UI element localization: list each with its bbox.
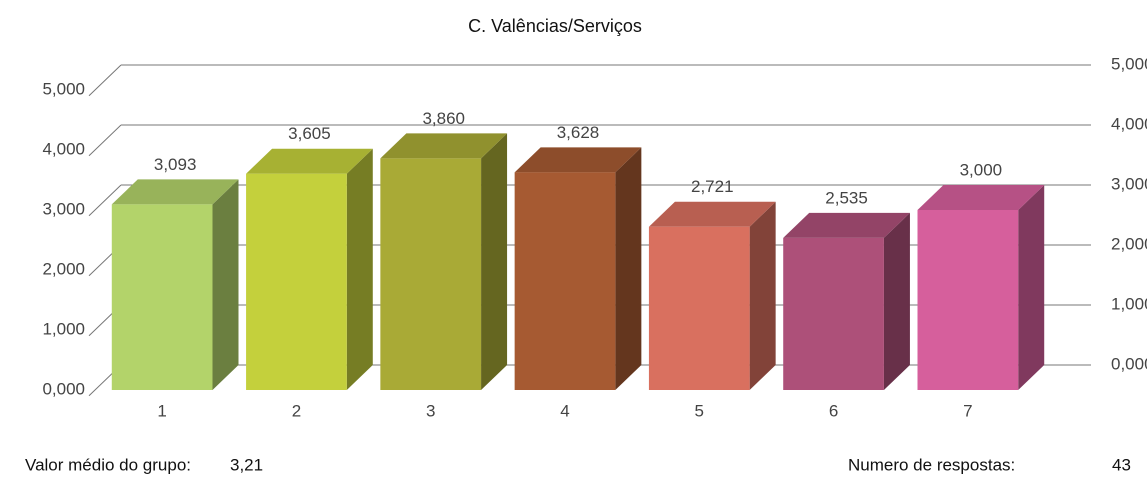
y-tick-label: 5,000 [42,79,85,98]
mean-value: 3,21 [230,455,263,474]
y2-tick-label: 4,000 [1111,114,1147,133]
x-tick-label: 6 [829,401,838,420]
y2-tick-label: 1,000 [1111,294,1147,313]
bar-side [615,147,642,390]
y-tick-label: 4,000 [42,139,85,158]
x-tick-label: 3 [426,401,435,420]
bar-side [346,148,373,390]
x-tick-label: 1 [157,401,166,420]
bar [380,158,482,390]
y-tick-label: 0,000 [42,379,85,398]
bar-side [749,201,776,390]
y2-tick-label: 5,000 [1111,54,1147,73]
bar-top [246,148,373,174]
y2-tick-label: 0,000 [1111,354,1147,373]
bar-side [212,179,239,390]
bar-side [1018,185,1045,390]
bar [917,210,1019,390]
bar [111,204,213,390]
x-tick-label: 7 [963,401,972,420]
bar [783,237,884,390]
bar-top [111,179,239,205]
bar-side [481,133,508,390]
x-tick-label: 4 [560,401,569,420]
y2-tick-label: 3,000 [1111,174,1147,193]
value-label: 3,093 [154,155,197,174]
count-label: Numero de respostas: [848,455,1015,474]
bar-top [648,201,776,227]
value-label: 3,860 [422,109,465,128]
x-tick-label: 2 [292,401,301,420]
value-label: 2,721 [691,177,734,196]
mean-label: Valor médio do grupo: [25,455,191,474]
count-value: 43 [1112,455,1131,474]
value-label: 3,000 [960,160,1003,179]
y-tick-label: 1,000 [42,319,85,338]
bar-top [380,133,508,159]
grid-diagonal [88,64,122,97]
bar-top [783,212,910,238]
bar [514,172,616,390]
y-tick-label: 2,000 [42,259,85,278]
bar-top [514,147,642,173]
y2-tick-label: 2,000 [1111,234,1147,253]
value-label: 3,605 [288,124,331,143]
bar-top [917,185,1045,210]
value-label: 3,628 [557,123,600,142]
bar [648,226,750,390]
chart-title: C. Valências/Serviços [468,16,642,36]
grid-diagonal [88,124,122,157]
x-tick-label: 5 [695,401,704,420]
bar-side [883,212,910,390]
bar [246,173,347,390]
grid-diagonal [88,184,122,217]
y-tick-label: 3,000 [42,199,85,218]
value-label: 2,535 [825,188,868,207]
